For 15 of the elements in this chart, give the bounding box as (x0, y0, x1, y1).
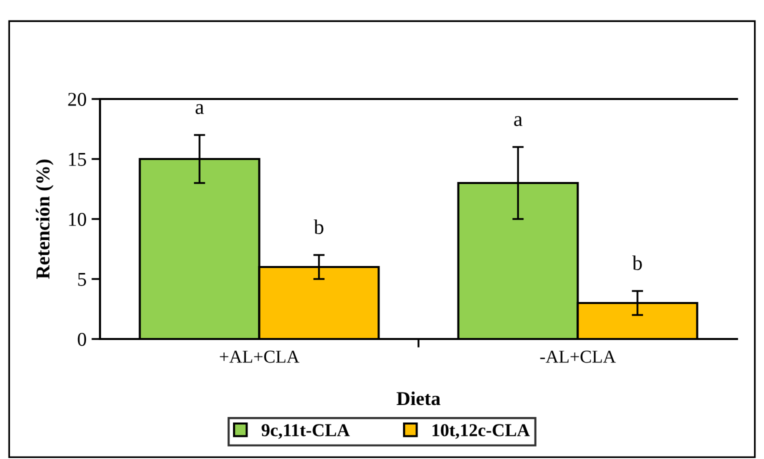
y-tick-label: 10 (69, 212, 86, 226)
x-tick-label: +AL+CLA (220, 350, 300, 363)
y-tick-label: 5 (78, 273, 86, 286)
legend-label: 10t,12c-CLA (432, 424, 530, 439)
legend-label: 9c,11t-CLA (262, 424, 350, 439)
annotation: b (632, 255, 642, 270)
annotation: a (196, 104, 204, 114)
x-axis-title: Dieta (396, 391, 440, 406)
y-axis-title: Retención (%) (36, 160, 54, 279)
y-tick-label: 0 (78, 332, 86, 346)
y-tick-label: 20 (68, 92, 86, 106)
y-tick-label: 15 (69, 152, 86, 166)
annotation: a (514, 116, 522, 126)
annotation: b (314, 219, 324, 234)
x-tick-label: -AL+CLA (540, 350, 616, 363)
